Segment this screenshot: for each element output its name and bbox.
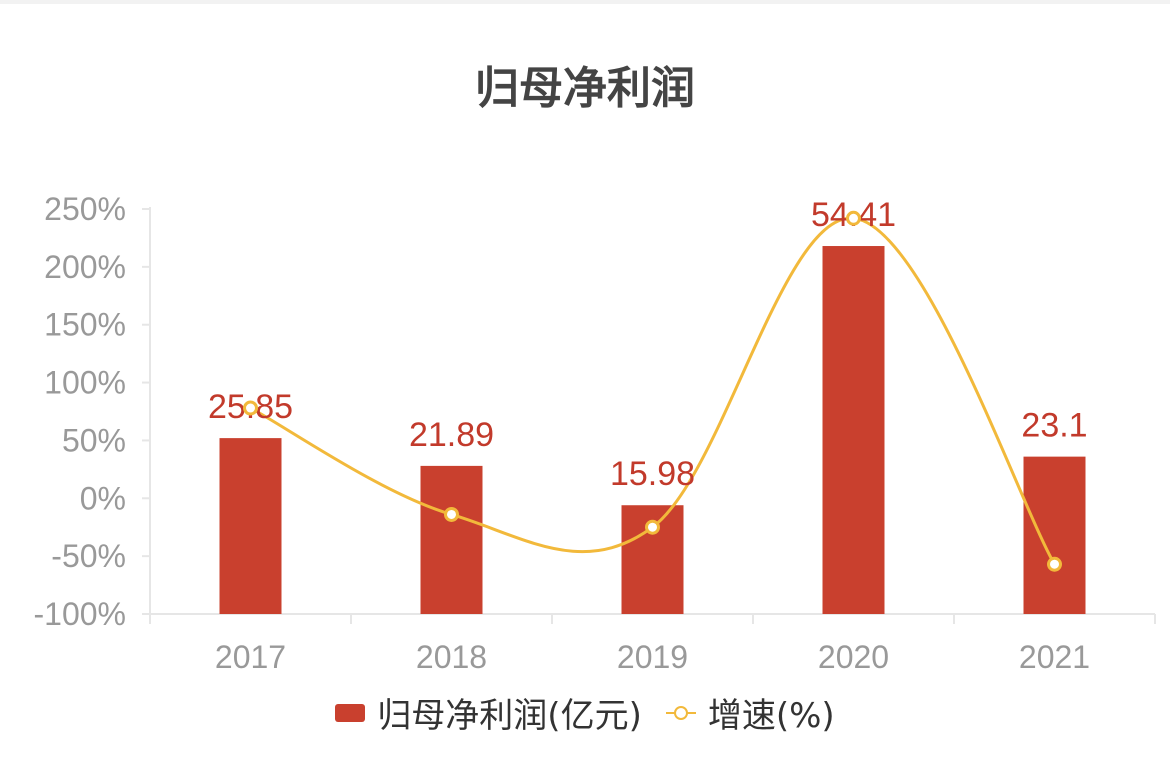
growth-line: [249, 216, 1056, 565]
y-tick-label: -50%: [51, 538, 126, 574]
growth-point-2018: [444, 506, 459, 522]
data-label-2019: 15.98: [610, 455, 695, 493]
data-label-2018: 21.89: [409, 416, 494, 454]
y-tick-label: 250%: [44, 191, 126, 227]
x-tick-label: 2020: [818, 639, 889, 675]
line-series: [249, 216, 1056, 565]
growth-point-2019: [645, 519, 660, 535]
legend-item-growth[interactable]: 增速(%): [665, 688, 835, 737]
growth-point-2021: [1047, 556, 1062, 572]
bar-2021: [1023, 456, 1086, 614]
y-tick-label: 200%: [44, 249, 126, 285]
legend-label-profit: 归母净利润(亿元): [377, 696, 642, 736]
y-tick-label: 50%: [62, 422, 126, 458]
bar-series: [219, 246, 1086, 614]
y-axis: 250% 200% 150% 100% 50% 0% -50% -100%: [34, 191, 151, 632]
y-tick-label: -100%: [34, 596, 127, 632]
growth-point-2017: [243, 400, 258, 416]
legend-label-growth: 增速(%): [707, 696, 835, 736]
legend-bar-swatch: [335, 703, 366, 722]
x-tick-label: 2021: [1019, 639, 1090, 675]
x-axis: 2017 2018 2019 2020 2021: [149, 613, 1156, 675]
legend: 归母净利润(亿元) 增速(%): [0, 688, 1170, 737]
x-tick-label: 2018: [416, 639, 487, 675]
y-tick-label: 100%: [44, 365, 126, 401]
y-tick-label: 150%: [44, 307, 126, 343]
bar-2020: [822, 246, 885, 614]
legend-line-swatch: [665, 703, 696, 723]
x-tick-label: 2019: [617, 639, 688, 675]
bar-2017: [219, 438, 282, 614]
y-tick-label: 0%: [80, 480, 126, 516]
chart-title: 归母净利润: [475, 63, 695, 114]
bar-2018: [420, 465, 483, 614]
x-tick-label: 2017: [215, 639, 286, 675]
legend-item-profit[interactable]: 归母净利润(亿元): [335, 688, 642, 737]
top-bar: [0, 0, 1170, 4]
data-label-2021: 23.1: [1021, 407, 1087, 445]
growth-point-2020: [846, 210, 861, 226]
